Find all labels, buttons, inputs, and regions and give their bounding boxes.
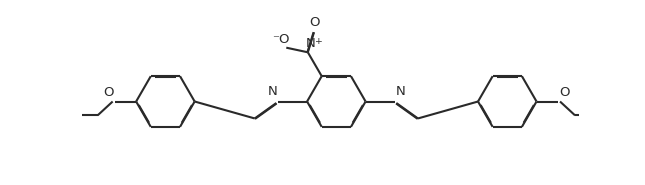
Text: +: + [314,37,322,46]
Text: O: O [559,86,570,99]
Text: N: N [306,37,316,50]
Text: ⁻O: ⁻O [272,33,290,46]
Text: O: O [310,16,320,29]
Text: N: N [395,85,405,98]
Text: N: N [267,85,277,98]
Text: O: O [103,86,114,99]
